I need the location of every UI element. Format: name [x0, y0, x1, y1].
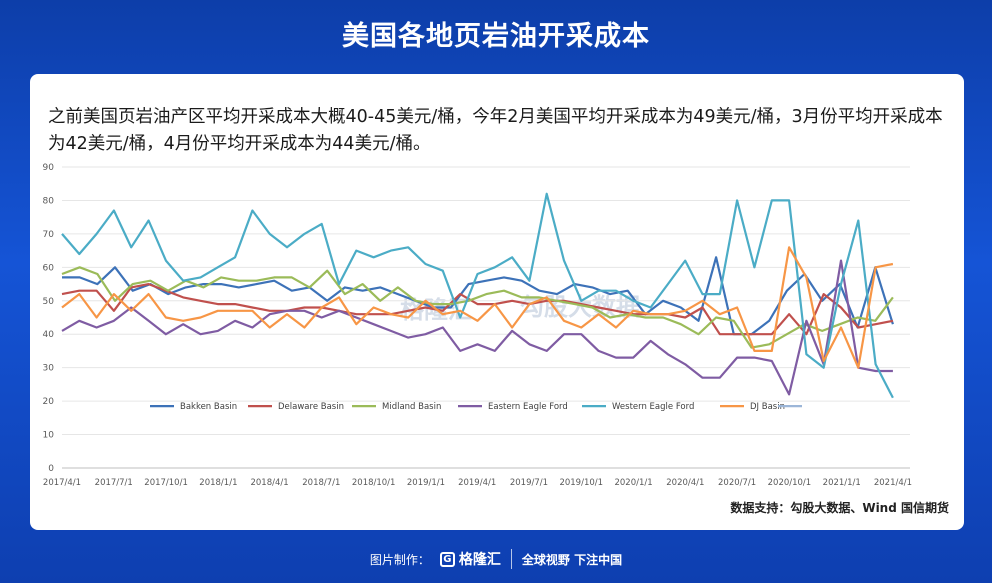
series-line-dj-basin [61, 246, 894, 369]
legend-label: DJ Basin [750, 402, 785, 412]
data-source: 数据支持：勾股大数据、Wind 国信期货 [730, 501, 949, 515]
y-tick-label: 50 [43, 297, 55, 307]
x-tick-label: 2018/7/1 [302, 478, 340, 488]
intro-text: 之前美国页岩油产区平均开采成本大概40-45美元/桶，今年2月美国平均开采成本为… [48, 107, 943, 154]
y-tick-label: 0 [48, 464, 54, 474]
y-tick-label: 30 [43, 364, 55, 374]
x-tick-label: 2020/7/1 [718, 478, 756, 488]
footer-brand: 格隆汇 [458, 552, 501, 568]
legend-label: Delaware Basin [278, 402, 344, 412]
x-tick-label: 2020/1/1 [614, 478, 652, 488]
footer-divider [510, 549, 512, 569]
series-line-western-eagle-ford [61, 192, 894, 399]
x-axis: 2017/4/1 2017/7/1 2017/10/1 2018/1/1 2018/4/… [43, 478, 912, 488]
legend-label: Western Eagle Ford [612, 402, 694, 412]
legend-label: Midland Basin [382, 402, 441, 412]
x-tick-label: 2017/10/1 [144, 478, 188, 488]
x-tick-label: 2021/1/1 [823, 478, 861, 488]
y-tick-label: 20 [43, 397, 55, 407]
legend-label: Bakken Basin [180, 402, 237, 412]
x-tick-label: 2021/4/1 [874, 478, 912, 488]
x-tick-label: 2019/1/1 [407, 478, 445, 488]
y-tick-label: 80 [43, 196, 55, 206]
footer-made-by: 图片制作： [369, 552, 430, 567]
x-tick-label: 2018/1/1 [199, 478, 237, 488]
series-line-delaware-basin [61, 282, 894, 336]
x-tick-label: 2019/10/1 [559, 478, 603, 488]
chart-series [61, 192, 894, 399]
chart-legend: Bakken Basin Delaware Basin Midland Basin E… [150, 402, 802, 412]
y-axis: 0 10 20 30 40 50 60 70 80 90 [43, 163, 55, 474]
x-tick-label: 2019/7/1 [510, 478, 548, 488]
y-tick-label: 70 [43, 230, 55, 240]
y-tick-label: 10 [43, 431, 55, 441]
y-tick-label: 60 [43, 263, 55, 273]
series-line-midland-basin [61, 266, 894, 349]
page-title: 美国各地页岩油开采成本 [342, 21, 650, 52]
series-line-eastern-eagle-ford [61, 259, 893, 396]
gelonghui-logo-icon: G [439, 551, 455, 567]
x-tick-label: 2017/4/1 [43, 478, 81, 488]
content-card: 之前美国页岩油产区平均开采成本大概40-45美元/桶，今年2月美国平均开采成本为… [30, 74, 964, 530]
chart-grid [62, 166, 910, 469]
x-tick-label: 2019/4/1 [458, 478, 496, 488]
x-tick-label: 2020/4/1 [666, 478, 704, 488]
x-tick-label: 2018/10/1 [352, 478, 396, 488]
x-tick-label: 2020/10/1 [768, 478, 812, 488]
footer: 图片制作： G 格隆汇 全球视野 下注中国 [0, 547, 992, 571]
series-line-bakken-basin [62, 256, 894, 336]
x-tick-label: 2017/7/1 [95, 478, 133, 488]
y-tick-label: 90 [43, 163, 55, 173]
x-tick-label: 2018/4/1 [250, 478, 288, 488]
legend-label: Eastern Eagle Ford [488, 402, 568, 412]
y-tick-label: 40 [43, 330, 55, 340]
footer-slogan: 全球视野 下注中国 [521, 552, 623, 567]
